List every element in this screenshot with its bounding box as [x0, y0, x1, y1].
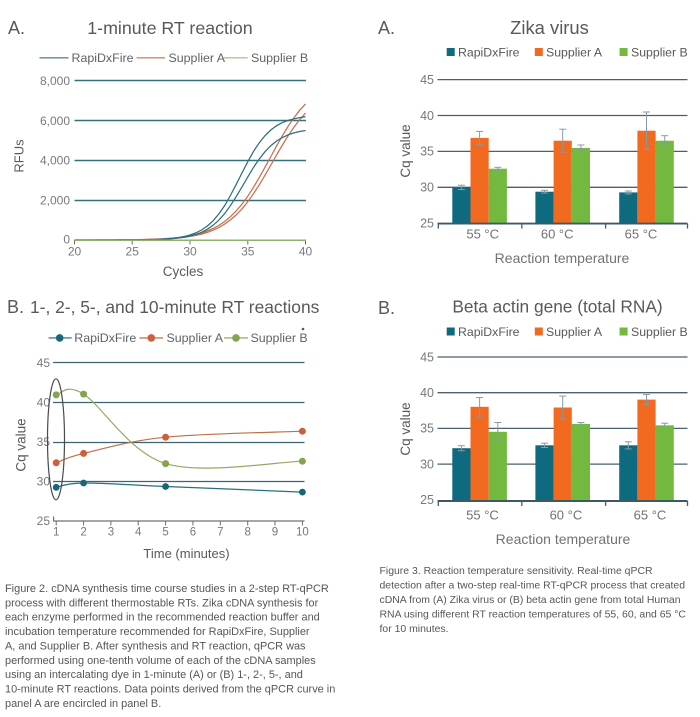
svg-text:RapiDxFire: RapiDxFire: [458, 46, 520, 60]
svg-text:0: 0: [63, 233, 70, 247]
svg-text:Cq value: Cq value: [398, 402, 413, 455]
svg-text:Supplier A: Supplier A: [167, 331, 224, 345]
svg-text:35: 35: [37, 435, 51, 449]
svg-text:Reaction temperature: Reaction temperature: [495, 250, 630, 266]
svg-text:RapiDxFire: RapiDxFire: [458, 325, 520, 339]
svg-text:55 °C: 55 °C: [466, 508, 499, 523]
svg-text:30: 30: [183, 245, 197, 259]
svg-text:Supplier B: Supplier B: [631, 325, 688, 339]
svg-text:35: 35: [420, 145, 434, 159]
svg-text:4,000: 4,000: [40, 154, 70, 168]
svg-text:30: 30: [37, 474, 51, 488]
svg-text:incubation temperature recomme: incubation temperature recommended for R…: [5, 626, 310, 638]
svg-text:65 °C: 65 °C: [625, 227, 658, 242]
svg-text:RFUs: RFUs: [12, 139, 27, 173]
svg-text:using an intercalating dye in: using an intercalating dye in 1-minute (…: [5, 669, 303, 681]
svg-text:Cq value: Cq value: [398, 124, 413, 177]
svg-text:40: 40: [37, 395, 51, 409]
svg-text:detection after a two-step rea: detection after a two-step real-time RT-…: [380, 580, 686, 591]
svg-text:4: 4: [135, 527, 142, 539]
svg-text:process with different thermos: process with different thermostable RTs.…: [5, 597, 319, 609]
svg-text:Supplier A: Supplier A: [169, 51, 226, 65]
svg-text:Cq value: Cq value: [13, 418, 28, 471]
svg-text:Supplier B: Supplier B: [251, 51, 308, 65]
svg-text:A.: A.: [8, 18, 25, 38]
svg-text:60 °C: 60 °C: [550, 508, 583, 523]
svg-text:30: 30: [420, 181, 434, 195]
svg-text:45: 45: [420, 350, 434, 364]
svg-text:1: 1: [53, 527, 59, 539]
svg-text:45: 45: [37, 356, 51, 370]
svg-text:Figure 2. cDNA synthesis time: Figure 2. cDNA synthesis time course stu…: [5, 583, 329, 595]
svg-text:panel A are encircled in panel: panel A are encircled in panel B.: [5, 698, 161, 710]
svg-text:25: 25: [420, 493, 434, 507]
svg-text:6,000: 6,000: [40, 114, 70, 128]
svg-text:30: 30: [420, 457, 434, 471]
svg-text:Supplier A: Supplier A: [546, 46, 603, 60]
svg-text:RapiDxFire: RapiDxFire: [74, 331, 136, 345]
svg-text:Supplier B: Supplier B: [251, 331, 308, 345]
svg-text:2: 2: [80, 527, 86, 539]
svg-text:25: 25: [126, 245, 140, 259]
svg-text:Time (minutes): Time (minutes): [143, 546, 229, 561]
svg-text:B.: B.: [378, 298, 395, 318]
svg-text:2,000: 2,000: [40, 194, 70, 208]
svg-text:RNA using different RT reactio: RNA using different RT reaction temperat…: [380, 609, 687, 620]
svg-text:55 °C: 55 °C: [466, 227, 499, 242]
svg-text:Supplier B: Supplier B: [631, 46, 688, 60]
svg-text:cDNA from (A) Zika virus or (B: cDNA from (A) Zika virus or (B) beta act…: [380, 595, 681, 606]
svg-text:5: 5: [162, 527, 168, 539]
svg-text:6: 6: [190, 527, 196, 539]
svg-text:Beta actin gene (total RNA): Beta actin gene (total RNA): [452, 297, 662, 317]
svg-text:35: 35: [241, 245, 255, 259]
svg-text:3: 3: [108, 527, 114, 539]
svg-text:RapiDxFire: RapiDxFire: [72, 51, 134, 65]
svg-text:10: 10: [296, 527, 309, 539]
svg-text:Zika virus: Zika virus: [510, 17, 589, 38]
svg-text:8,000: 8,000: [40, 74, 70, 88]
svg-text:Reaction temperature: Reaction temperature: [496, 531, 631, 547]
svg-text:performed using one-tenth volu: performed using one-tenth volume of each…: [5, 655, 316, 667]
svg-text:40: 40: [299, 245, 313, 259]
svg-text:1-, 2-, 5-, and 10-minute RT r: 1-, 2-, 5-, and 10-minute RT reactions: [30, 297, 320, 317]
svg-text:each enzyme performed in the r: each enzyme performed in the recommended…: [5, 612, 320, 624]
svg-text:1-minute RT reaction: 1-minute RT reaction: [87, 18, 252, 38]
svg-text:7: 7: [217, 527, 223, 539]
svg-text:65 °C: 65 °C: [634, 508, 667, 523]
svg-text:25: 25: [37, 514, 51, 528]
svg-text:40: 40: [420, 386, 434, 400]
svg-text:for 10 minutes.: for 10 minutes.: [380, 624, 449, 635]
svg-text:20: 20: [68, 245, 82, 259]
svg-text:35: 35: [420, 422, 434, 436]
svg-text:A, and Supplier B. After synth: A, and Supplier B. After synthesis and R…: [5, 640, 306, 652]
svg-text:25: 25: [420, 217, 434, 231]
svg-text:Cycles: Cycles: [163, 264, 204, 279]
svg-text:9: 9: [272, 527, 278, 539]
svg-text:A.: A.: [378, 18, 395, 38]
svg-text:60 °C: 60 °C: [541, 227, 574, 242]
svg-text:Figure 3. Reaction temperature: Figure 3. Reaction temperature sensitivi…: [380, 566, 653, 577]
svg-text:8: 8: [244, 527, 250, 539]
svg-text:Supplier A: Supplier A: [546, 325, 603, 339]
svg-text:40: 40: [420, 109, 434, 123]
svg-text:45: 45: [420, 73, 434, 87]
svg-text:B.: B.: [7, 297, 24, 317]
svg-text:10-minute RT reactions. Data p: 10-minute RT reactions. Data points deri…: [5, 684, 335, 696]
